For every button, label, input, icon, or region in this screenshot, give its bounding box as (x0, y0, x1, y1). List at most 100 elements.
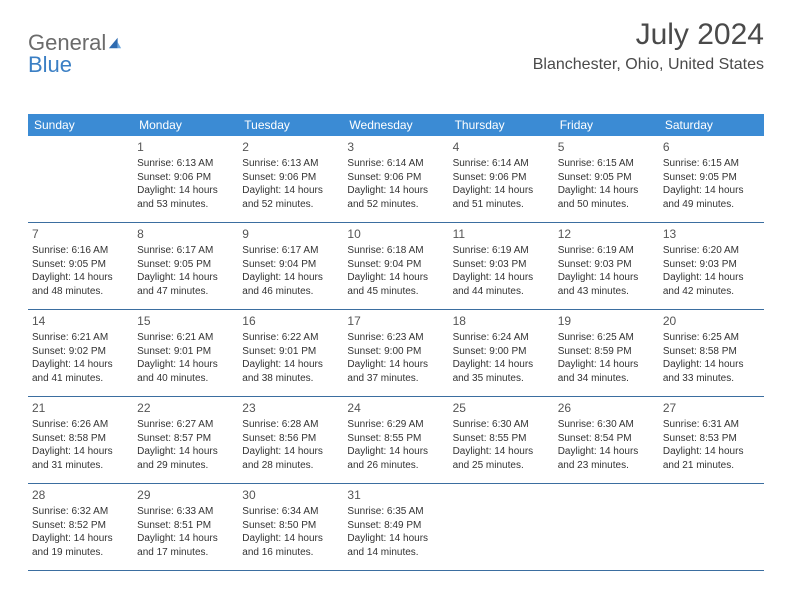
day-cell (449, 484, 554, 570)
week-row: 21Sunrise: 6:26 AMSunset: 8:58 PMDayligh… (28, 397, 764, 484)
day-info-line: Sunset: 9:03 PM (453, 258, 550, 272)
day-number: 10 (347, 226, 444, 242)
day-cell: 31 Sunrise: 6:35 AMSunset: 8:49 PMDayligh… (343, 484, 448, 570)
day-cell: 9Sunrise: 6:17 AMSunset: 9:04 PMDaylight… (238, 223, 343, 309)
day-info-line: Daylight: 14 hours and 34 minutes. (558, 358, 655, 385)
day-info-line: Sunrise: 6:15 AM (663, 157, 760, 171)
day-cell: 10Sunrise: 6:18 AMSunset: 9:04 PMDayligh… (343, 223, 448, 309)
week-row: 7Sunrise: 6:16 AMSunset: 9:05 PMDaylight… (28, 223, 764, 310)
day-info-line: Sunset: 8:59 PM (558, 345, 655, 359)
day-info-line: Sunset: 9:01 PM (137, 345, 234, 359)
day-info-line: Daylight: 14 hours and 52 minutes. (347, 184, 444, 211)
day-info-line: Daylight: 14 hours and 48 minutes. (32, 271, 129, 298)
day-number: 9 (242, 226, 339, 242)
day-cell: 21Sunrise: 6:26 AMSunset: 8:58 PMDayligh… (28, 397, 133, 483)
day-info-line: Daylight: 14 hours and 44 minutes. (453, 271, 550, 298)
day-number: 2 (242, 139, 339, 155)
day-info-line: Daylight: 14 hours and 14 minutes. (347, 532, 444, 559)
calendar-page: General July 2024 Blanchester, Ohio, Uni… (0, 0, 792, 589)
day-number: 7 (32, 226, 129, 242)
day-info-line: Sunrise: 6:22 AM (242, 331, 339, 345)
day-header-monday: Monday (133, 114, 238, 136)
day-info-line: Sunrise: 6:28 AM (242, 418, 339, 432)
day-header-row: Sunday Monday Tuesday Wednesday Thursday… (28, 114, 764, 136)
brand-logo-stack: General Blue (28, 24, 123, 82)
day-info-line: Sunrise: 6:35 AM (347, 505, 444, 519)
day-info-line: Sunset: 8:49 PM (347, 519, 444, 533)
day-info-line: Sunset: 8:57 PM (137, 432, 234, 446)
day-info-line: Sunset: 9:05 PM (32, 258, 129, 272)
day-info-line: Daylight: 14 hours and 50 minutes. (558, 184, 655, 211)
day-info-line: Sunrise: 6:13 AM (137, 157, 234, 171)
location-text: Blanchester, Ohio, United States (533, 56, 764, 74)
day-info-line: Sunset: 8:58 PM (663, 345, 760, 359)
day-info-line: Daylight: 14 hours and 16 minutes. (242, 532, 339, 559)
day-cell: 26Sunrise: 6:30 AMSunset: 8:54 PMDayligh… (554, 397, 659, 483)
day-number: 24 (347, 400, 444, 416)
day-cell: 29Sunrise: 6:33 AMSunset: 8:51 PMDayligh… (133, 484, 238, 570)
day-cell: 30Sunrise: 6:34 AMSunset: 8:50 PMDayligh… (238, 484, 343, 570)
day-header-sunday: Sunday (28, 114, 133, 136)
day-info-line: Sunset: 9:00 PM (347, 345, 444, 359)
day-info-line: Sunrise: 6:19 AM (558, 244, 655, 258)
day-number: 8 (137, 226, 234, 242)
day-info-line: Sunset: 9:05 PM (558, 171, 655, 185)
day-number: 15 (137, 313, 234, 329)
day-info-line: Daylight: 14 hours and 41 minutes. (32, 358, 129, 385)
day-cell: 4Sunrise: 6:14 AMSunset: 9:06 PMDaylight… (449, 136, 554, 222)
day-info-line: Sunrise: 6:24 AM (453, 331, 550, 345)
day-cell: 15Sunrise: 6:21 AMSunset: 9:01 PMDayligh… (133, 310, 238, 396)
day-number: 31 (347, 487, 444, 503)
day-info-line: Sunset: 9:01 PM (242, 345, 339, 359)
week-row: 1Sunrise: 6:13 AMSunset: 9:06 PMDaylight… (28, 136, 764, 223)
day-info-line: Daylight: 14 hours and 29 minutes. (137, 445, 234, 472)
day-info-line: Sunrise: 6:17 AM (137, 244, 234, 258)
day-header-thursday: Thursday (449, 114, 554, 136)
day-info-line: Sunrise: 6:30 AM (453, 418, 550, 432)
day-number: 16 (242, 313, 339, 329)
day-info-line: Sunrise: 6:33 AM (137, 505, 234, 519)
day-info-line: Sunset: 9:03 PM (558, 258, 655, 272)
day-number: 4 (453, 139, 550, 155)
day-number: 25 (453, 400, 550, 416)
calendar-grid: Sunday Monday Tuesday Wednesday Thursday… (28, 114, 764, 571)
day-info-line: Daylight: 14 hours and 40 minutes. (137, 358, 234, 385)
day-cell: 28Sunrise: 6:32 AMSunset: 8:52 PMDayligh… (28, 484, 133, 570)
day-header-tuesday: Tuesday (238, 114, 343, 136)
day-number: 3 (347, 139, 444, 155)
day-info-line: Daylight: 14 hours and 49 minutes. (663, 184, 760, 211)
day-info-line: Daylight: 14 hours and 53 minutes. (137, 184, 234, 211)
day-info-line: Sunrise: 6:32 AM (32, 505, 129, 519)
day-cell: 16Sunrise: 6:22 AMSunset: 9:01 PMDayligh… (238, 310, 343, 396)
day-info-line: Sunrise: 6:25 AM (663, 331, 760, 345)
day-info-line: Daylight: 14 hours and 46 minutes. (242, 271, 339, 298)
day-info-line: Daylight: 14 hours and 26 minutes. (347, 445, 444, 472)
day-info-line: Daylight: 14 hours and 19 minutes. (32, 532, 129, 559)
day-cell: 1Sunrise: 6:13 AMSunset: 9:06 PMDaylight… (133, 136, 238, 222)
day-cell: 19Sunrise: 6:25 AMSunset: 8:59 PMDayligh… (554, 310, 659, 396)
day-number: 22 (137, 400, 234, 416)
day-number: 21 (32, 400, 129, 416)
day-number: 1 (137, 139, 234, 155)
day-number: 30 (242, 487, 339, 503)
day-info-line: Sunrise: 6:30 AM (558, 418, 655, 432)
day-number: 19 (558, 313, 655, 329)
page-header: General July 2024 Blanchester, Ohio, Uni… (28, 18, 764, 74)
day-header-saturday: Saturday (659, 114, 764, 136)
day-info-line: Daylight: 14 hours and 23 minutes. (558, 445, 655, 472)
day-header-wednesday: Wednesday (343, 114, 448, 136)
day-info-line: Daylight: 14 hours and 51 minutes. (453, 184, 550, 211)
day-number: 17 (347, 313, 444, 329)
title-block: July 2024 Blanchester, Ohio, United Stat… (533, 18, 764, 74)
day-info-line: Sunrise: 6:15 AM (558, 157, 655, 171)
day-number: 27 (663, 400, 760, 416)
day-info-line: Sunrise: 6:13 AM (242, 157, 339, 171)
day-info-line: Sunrise: 6:23 AM (347, 331, 444, 345)
day-info-line: Sunrise: 6:16 AM (32, 244, 129, 258)
day-info-line: Sunrise: 6:18 AM (347, 244, 444, 258)
day-cell: 24Sunrise: 6:29 AMSunset: 8:55 PMDayligh… (343, 397, 448, 483)
day-info-line: Daylight: 14 hours and 35 minutes. (453, 358, 550, 385)
day-info-line: Daylight: 14 hours and 43 minutes. (558, 271, 655, 298)
day-cell: 6Sunrise: 6:15 AMSunset: 9:05 PMDaylight… (659, 136, 764, 222)
day-cell: 8Sunrise: 6:17 AMSunset: 9:05 PMDaylight… (133, 223, 238, 309)
